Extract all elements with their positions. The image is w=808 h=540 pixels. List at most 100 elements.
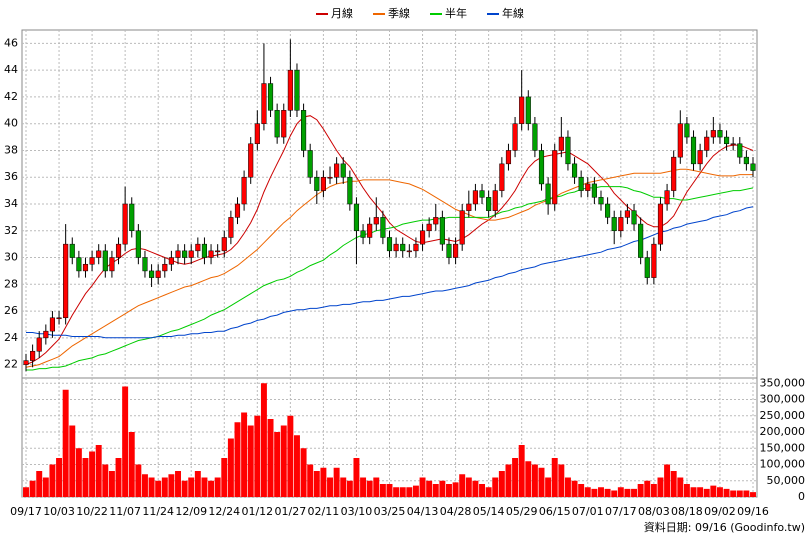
candle-body [109, 257, 115, 272]
candle-body [400, 243, 406, 252]
volume-bar [525, 461, 532, 497]
candle-body [644, 257, 650, 278]
legend-label: 年線 [502, 6, 524, 20]
candle-body [453, 243, 459, 258]
x-tick-label: 02/11 [308, 505, 340, 518]
candle-body [162, 263, 168, 272]
volume-bar [274, 432, 281, 497]
volume-tick-label: 300,000 [760, 393, 806, 406]
volume-bar [591, 488, 598, 497]
volume-bar [697, 487, 704, 497]
y-tick-label: 32 [4, 224, 18, 237]
candle-body [327, 176, 333, 179]
volume-bar [122, 386, 129, 497]
volume-bar [650, 484, 657, 497]
candle-body [677, 123, 683, 158]
candle-body [261, 83, 267, 124]
candle-body [49, 317, 55, 332]
volume-tick-label: 250,000 [760, 409, 806, 422]
candle-body [618, 217, 624, 232]
volume-bar [108, 471, 115, 497]
volume-bar [611, 490, 618, 497]
candle-body [188, 250, 194, 258]
volume-bar [584, 487, 591, 497]
candle-body [182, 250, 188, 258]
volume-bar [29, 480, 36, 497]
candle-body [565, 136, 571, 165]
volume-bar [677, 477, 684, 497]
candle-body [129, 203, 135, 232]
volume-bar [459, 474, 466, 497]
candle-body [710, 130, 716, 138]
candle-body [545, 183, 551, 205]
candle-body [208, 250, 214, 258]
volume-tick-label: 0 [798, 490, 805, 503]
x-tick-label: 03/10 [341, 505, 373, 518]
volume-bar [683, 484, 690, 497]
candle-body [664, 190, 670, 205]
volume-bar [148, 477, 155, 497]
x-tick-label: 01/12 [241, 505, 273, 518]
candle-body [486, 197, 492, 211]
x-tick-label: 05/29 [506, 505, 538, 518]
volume-bar [624, 488, 631, 497]
volume-bar [340, 477, 347, 497]
volume-bar [631, 488, 638, 497]
candle-body [373, 217, 379, 225]
candle-body [76, 257, 82, 272]
candle-body [743, 156, 749, 165]
volume-bar [161, 477, 168, 497]
candle-body [631, 210, 637, 225]
volume-tick-label: 50,000 [767, 474, 806, 487]
candle-body [334, 163, 340, 178]
volume-bar [452, 482, 459, 497]
candle-body [228, 217, 234, 238]
candle-body [267, 83, 274, 111]
x-tick-label: 08/18 [671, 505, 703, 518]
volume-bar [56, 458, 63, 497]
volume-bar [723, 488, 730, 497]
candle-body [281, 110, 287, 138]
candle-body [63, 243, 69, 319]
volume-bar [644, 480, 651, 497]
candle-body [221, 237, 227, 252]
candle-body [386, 237, 393, 252]
volume-bar [518, 445, 525, 497]
volume-bar [175, 471, 181, 497]
candle-body [320, 176, 326, 191]
volume-bar [141, 474, 148, 497]
volume-bar [221, 458, 228, 497]
ma-line [26, 206, 754, 339]
volume-bar [320, 467, 327, 497]
volume-bar [75, 448, 82, 497]
x-tick-label: 12/09 [175, 505, 207, 518]
volume-bar [750, 492, 756, 497]
candle-body [439, 217, 445, 245]
volume-bar [472, 480, 479, 497]
volume-bar [617, 487, 624, 497]
candle-body [558, 136, 564, 151]
y-tick-label: 44 [4, 63, 18, 76]
volume-bar [492, 477, 499, 497]
volume-bar [360, 477, 367, 497]
candle-body [142, 257, 148, 272]
candle-body [426, 223, 432, 232]
y-tick-label: 34 [4, 197, 18, 210]
volume-bar [426, 480, 433, 497]
volume-bar [379, 484, 386, 497]
candle-body [36, 337, 42, 352]
candle-body [466, 203, 472, 211]
candle-body [274, 110, 280, 138]
volume-bar [208, 480, 215, 497]
candle-body [697, 150, 703, 165]
legend-label: 月線 [331, 6, 353, 20]
volume-bar [254, 415, 261, 497]
x-tick-label: 11/24 [142, 505, 174, 518]
y-tick-label: 26 [4, 304, 18, 317]
x-tick-label: 07/17 [605, 505, 637, 518]
x-tick-label: 09/17 [10, 505, 42, 518]
candle-body [115, 243, 122, 258]
volume-bar [194, 471, 201, 497]
volume-bar [307, 464, 314, 497]
candle-body [624, 210, 630, 218]
